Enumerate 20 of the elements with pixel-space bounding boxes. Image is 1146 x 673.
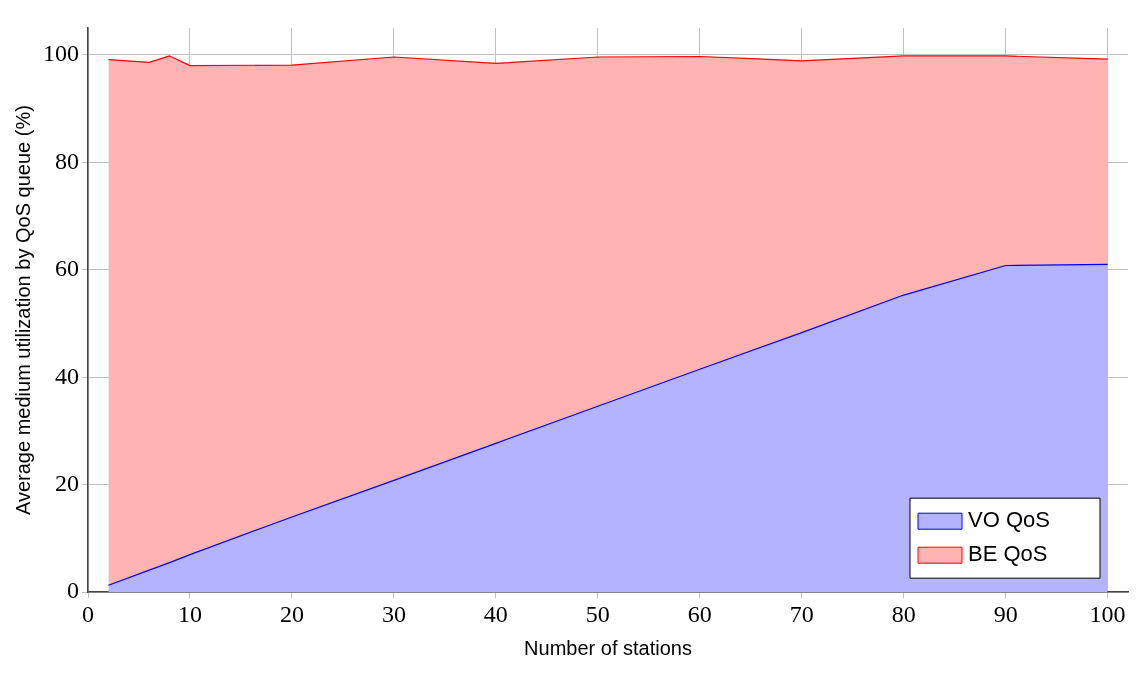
- y-tick-label: 20: [55, 470, 79, 497]
- x-tick-label: 20: [279, 600, 304, 627]
- x-tick-label: 40: [483, 600, 508, 627]
- y-tick-label: 40: [55, 362, 79, 389]
- y-tick-label: 80: [55, 147, 79, 174]
- x-tick-label: 60: [687, 600, 712, 627]
- x-tick-label: 100: [1089, 600, 1126, 627]
- y-axis-title: Average medium utilization by QoS queue (%): [11, 105, 34, 516]
- y-tick-label: 100: [43, 40, 79, 67]
- x-tick-label: 30: [381, 600, 406, 627]
- x-tick-label: 70: [789, 600, 814, 627]
- x-tick-label: 80: [891, 600, 916, 627]
- y-tick-label: 60: [55, 255, 79, 282]
- legend-label: BE QoS: [968, 541, 1048, 567]
- legend-label: VO QoS: [968, 507, 1050, 533]
- y-tick-label: 0: [67, 577, 79, 604]
- x-tick-label: 90: [993, 600, 1018, 627]
- x-tick-label: 50: [585, 600, 610, 627]
- x-axis-title: Number of stations: [524, 636, 692, 659]
- x-tick-label: 10: [177, 600, 202, 627]
